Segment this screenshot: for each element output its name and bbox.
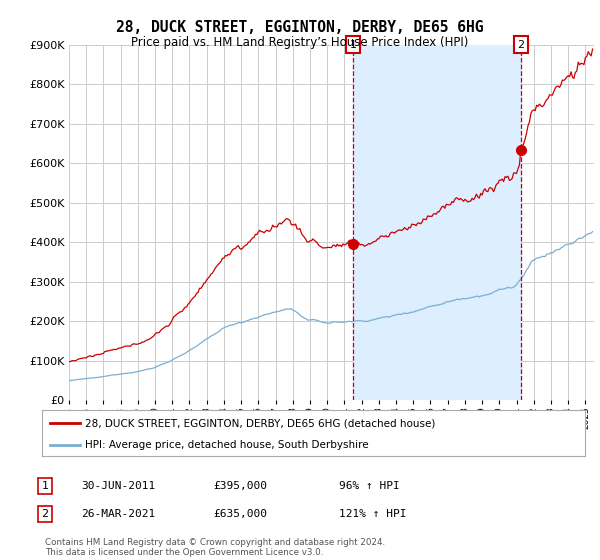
Text: £635,000: £635,000 [213, 509, 267, 519]
Text: £395,000: £395,000 [213, 481, 267, 491]
Text: 2: 2 [41, 509, 49, 519]
Text: 121% ↑ HPI: 121% ↑ HPI [339, 509, 407, 519]
Text: Price paid vs. HM Land Registry’s House Price Index (HPI): Price paid vs. HM Land Registry’s House … [131, 36, 469, 49]
Text: 96% ↑ HPI: 96% ↑ HPI [339, 481, 400, 491]
Text: 28, DUCK STREET, EGGINTON, DERBY, DE65 6HG: 28, DUCK STREET, EGGINTON, DERBY, DE65 6… [116, 20, 484, 35]
Text: 26-MAR-2021: 26-MAR-2021 [81, 509, 155, 519]
Text: 2: 2 [517, 40, 524, 50]
Bar [353, 45, 521, 400]
Text: 1: 1 [350, 40, 356, 50]
Text: Contains HM Land Registry data © Crown copyright and database right 2024.
This d: Contains HM Land Registry data © Crown c… [45, 538, 385, 557]
Text: 28, DUCK STREET, EGGINTON, DERBY, DE65 6HG (detached house): 28, DUCK STREET, EGGINTON, DERBY, DE65 6… [85, 418, 436, 428]
Text: HPI: Average price, detached house, South Derbyshire: HPI: Average price, detached house, Sout… [85, 440, 369, 450]
Text: 30-JUN-2011: 30-JUN-2011 [81, 481, 155, 491]
Text: 1: 1 [41, 481, 49, 491]
